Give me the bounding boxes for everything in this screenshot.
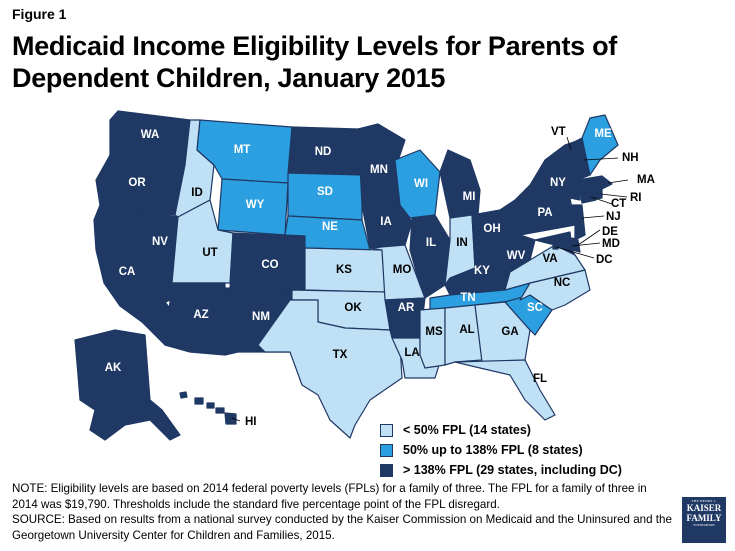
state-DC xyxy=(552,243,559,250)
state-label-GA: GA xyxy=(501,326,518,338)
legend-item-low: < 50% FPL (14 states) xyxy=(380,420,622,440)
state-label-MI: MI xyxy=(463,191,476,203)
legend-swatch-low xyxy=(380,423,393,437)
legend-item-high: > 138% FPL (29 states, including DC) xyxy=(380,460,622,480)
legend-swatch-mid xyxy=(380,443,393,457)
legend-label-mid: 50% up to 138% FPL (8 states) xyxy=(403,443,583,457)
state-label-IL: IL xyxy=(426,237,436,249)
page-title: Medicaid Income Eligibility Levels for P… xyxy=(12,31,617,93)
state-label-RI: RI xyxy=(630,192,642,204)
note-text: NOTE: Eligibility levels are based on 20… xyxy=(12,482,647,511)
state-label-FL: FL xyxy=(533,373,547,385)
state-ME xyxy=(581,114,619,176)
state-NJ xyxy=(571,204,586,241)
state-label-LA: LA xyxy=(404,347,419,359)
state-VA xyxy=(504,244,586,291)
state-GA xyxy=(474,301,531,363)
state-label-WA: WA xyxy=(141,129,160,141)
state-AZ xyxy=(164,282,226,356)
state-label-SD: SD xyxy=(317,186,333,198)
state-label-NC: NC xyxy=(554,277,571,289)
legend-item-mid: 50% up to 138% FPL (8 states) xyxy=(380,440,622,460)
state-label-MA: MA xyxy=(637,174,655,186)
state-label-OK: OK xyxy=(344,302,362,314)
state-label-MS: MS xyxy=(425,326,443,338)
logo-line-1: THE HENRY J. xyxy=(691,499,717,503)
state-label-MO: MO xyxy=(393,264,412,276)
state-label-WI: WI xyxy=(414,178,428,190)
state-label-NM: NM xyxy=(252,311,270,323)
state-label-KY: KY xyxy=(474,265,490,277)
state-label-SC: SC xyxy=(527,302,543,314)
footnote: NOTE: Eligibility levels are based on 20… xyxy=(12,481,672,543)
state-label-AK: AK xyxy=(105,362,122,374)
state-label-MN: MN xyxy=(370,164,388,176)
state-AL xyxy=(444,304,483,366)
state-label-CT: CT xyxy=(611,198,626,210)
state-label-ID: ID xyxy=(191,187,203,199)
figure-label: Figure 1 xyxy=(12,6,67,22)
state-FL xyxy=(454,359,556,421)
logo-line-3: FAMILY xyxy=(686,513,722,523)
state-label-AL: AL xyxy=(459,324,474,336)
kff-logo: THE HENRY J. KAISER FAMILY FOUNDATION xyxy=(682,497,726,543)
state-label-NV: NV xyxy=(152,236,168,248)
state-label-IA: IA xyxy=(380,216,392,228)
logo-line-4: FOUNDATION xyxy=(693,523,715,527)
legend: < 50% FPL (14 states) 50% up to 138% FPL… xyxy=(380,420,622,480)
state-label-CA: CA xyxy=(119,266,136,278)
state-label-AR: AR xyxy=(398,302,415,314)
state-label-WV: WV xyxy=(507,250,526,262)
state-MA xyxy=(577,175,613,193)
state-label-NY: NY xyxy=(550,177,566,189)
state-label-KS: KS xyxy=(336,264,352,276)
state-NV xyxy=(131,209,179,306)
state-label-VA: VA xyxy=(542,253,557,265)
state-label-OR: OR xyxy=(128,177,146,189)
state-label-TX: TX xyxy=(333,349,348,361)
logo-line-2: KAISER xyxy=(686,503,722,513)
state-label-NE: NE xyxy=(322,221,338,233)
state-label-NJ: NJ xyxy=(606,211,621,223)
state-label-MD: MD xyxy=(602,238,620,250)
state-label-PA: PA xyxy=(537,207,552,219)
state-label-ND: ND xyxy=(315,146,332,158)
state-label-DE: DE xyxy=(602,226,618,238)
state-label-TN: TN xyxy=(460,292,475,304)
state-AK xyxy=(74,329,181,441)
state-label-MT: MT xyxy=(234,144,251,156)
legend-swatch-high xyxy=(380,463,393,477)
state-label-NH: NH xyxy=(622,152,639,164)
legend-label-high: > 138% FPL (29 states, including DC) xyxy=(403,463,622,477)
state-IA xyxy=(361,204,413,249)
state-MI xyxy=(439,149,481,219)
state-label-UT: UT xyxy=(202,247,217,259)
state-label-ME: ME xyxy=(594,128,612,140)
legend-label-low: < 50% FPL (14 states) xyxy=(403,423,531,437)
state-label-DC: DC xyxy=(596,254,613,266)
state-IL xyxy=(409,214,451,299)
state-label-WY: WY xyxy=(246,199,265,211)
state-label-AZ: AZ xyxy=(193,309,208,321)
state-MS xyxy=(419,307,446,369)
state-label-IN: IN xyxy=(456,237,468,249)
state-label-OH: OH xyxy=(483,223,500,235)
state-label-HI: HI xyxy=(245,416,257,428)
source-text: SOURCE: Based on results from a national… xyxy=(12,513,672,542)
state-HI xyxy=(179,391,237,425)
state-TX xyxy=(257,299,403,439)
state-label-CO: CO xyxy=(261,259,278,271)
state-label-VT: VT xyxy=(551,126,566,138)
